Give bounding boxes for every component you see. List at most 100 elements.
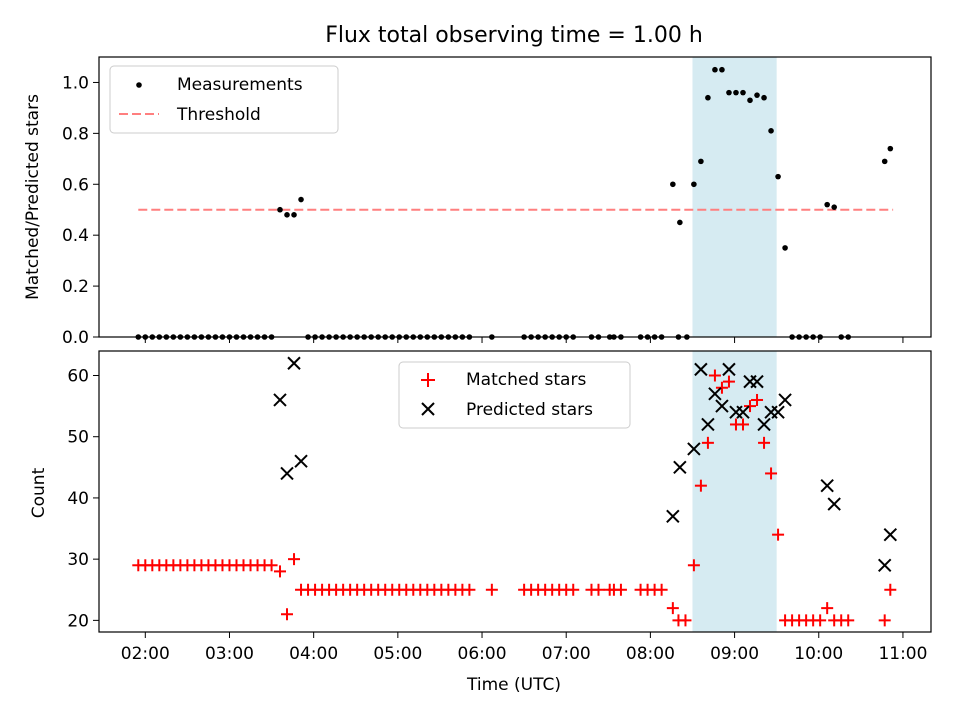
measurement-point: [768, 128, 774, 134]
predicted-point: [280, 466, 294, 481]
bottom-axes-frame: [98, 350, 932, 633]
matched-point: [694, 479, 707, 492]
bottom-ytick-label: 50: [67, 428, 89, 448]
predicted-point: [701, 417, 715, 432]
legend-matched-marker: [421, 373, 435, 387]
top-yticks: 0.0 0.2 0.4 0.6 0.8 1.0: [62, 73, 99, 348]
measurement-point: [677, 219, 683, 226]
measurement-point: [747, 97, 753, 104]
top-ytick-label: 0.0: [62, 328, 89, 348]
matched-point: [687, 559, 700, 572]
top-ylabel: Matched/Predicted stars: [23, 94, 43, 300]
matched-point: [758, 436, 771, 449]
matched-point: [655, 583, 668, 596]
xtick-label: 07:00: [542, 644, 591, 664]
matched-point: [567, 583, 580, 596]
predicted-point: [877, 558, 892, 572]
predicted-point: [673, 460, 687, 475]
measurement-point: [754, 92, 760, 98]
matched-point: [821, 602, 834, 615]
matched-point: [265, 559, 278, 572]
matched-point: [679, 614, 692, 627]
legend-threshold-label: Threshold: [176, 105, 261, 125]
xtick-label: 04:00: [289, 644, 338, 664]
legend-predicted-label: Predicted stars: [466, 400, 593, 420]
predicted-point: [694, 362, 708, 377]
xtick-label: 08:00: [626, 644, 675, 664]
measurement-point: [284, 212, 290, 218]
predicted-point: [771, 405, 785, 419]
measurement-point: [740, 89, 746, 96]
matched-point: [842, 614, 855, 627]
xtick-label: 05:00: [373, 644, 422, 664]
top-ytick-label: 0.4: [62, 226, 89, 246]
predicted-point: [883, 527, 898, 542]
top-highlight-layer: [692, 57, 777, 337]
measurement-point: [712, 66, 718, 73]
measurement-point: [719, 66, 725, 73]
matched-point: [592, 583, 605, 596]
measurement-point: [705, 94, 711, 101]
chart-title: Flux total observing time = 1.00 h: [325, 23, 703, 48]
predicted-point: [722, 362, 736, 377]
matched-point: [722, 375, 735, 388]
predicted-point: [687, 442, 701, 456]
matched-point: [814, 614, 827, 627]
measurement-point: [824, 201, 830, 208]
top-ytick-label: 0.8: [62, 124, 89, 144]
measurement-point: [698, 158, 704, 165]
top-ytick-label: 1.0: [62, 73, 89, 93]
measurement-point: [831, 204, 837, 210]
measurement-point: [277, 206, 283, 213]
bottom-xticks: 02:00 03:00 04:00 05:00 06:00 07:00 08:00 09:00…: [121, 632, 927, 664]
matched-point: [751, 393, 764, 406]
predicted-point: [715, 399, 729, 413]
predicted-point: [287, 356, 301, 370]
matched-point: [281, 608, 294, 621]
measurement-point: [691, 181, 697, 188]
predicted-point: [736, 405, 750, 419]
bottom-ytick-label: 20: [67, 611, 89, 631]
measurement-point: [298, 196, 304, 203]
xtick-label: 11:00: [878, 644, 927, 664]
highlight-span: [692, 57, 777, 337]
predicted-point: [273, 393, 287, 407]
measurement-point: [733, 89, 739, 96]
matched-point: [884, 583, 897, 596]
matched-point: [715, 381, 728, 394]
bottom-legend-box: [398, 361, 631, 429]
bottom-marker-layer: [132, 356, 898, 627]
bottom-ytick-label: 40: [67, 489, 89, 509]
measurement-point: [670, 181, 676, 188]
measurement-point: [775, 173, 781, 180]
measurement-point: [887, 145, 894, 152]
predicted-point: [827, 497, 841, 511]
measurement-point: [881, 158, 888, 165]
matched-point: [288, 553, 301, 566]
matched-point: [878, 614, 891, 627]
top-legend: Measurements Threshold: [109, 65, 339, 134]
predicted-point: [708, 387, 722, 401]
measurement-point: [782, 245, 788, 251]
predicted-point: [778, 393, 792, 407]
top-ytick-label: 0.2: [62, 277, 89, 297]
xtick-label: 09:00: [710, 644, 759, 664]
legend-measurements-label: Measurements: [177, 75, 303, 95]
bottom-ylabel: Count: [29, 467, 49, 518]
bottom-yticks: 20 30 40 50 60: [67, 366, 99, 631]
bottom-ytick-label: 30: [67, 550, 89, 570]
predicted-point: [820, 478, 834, 493]
predicted-point: [757, 417, 771, 432]
bottom-xlabel: Time (UTC): [466, 675, 561, 695]
measurement-point: [291, 212, 297, 218]
predicted-point: [666, 509, 680, 524]
matched-point: [736, 418, 749, 431]
highlight-span: [692, 351, 777, 632]
measurement-point: [726, 89, 732, 96]
matched-point: [273, 565, 286, 578]
matched-point: [666, 602, 679, 615]
matched-point: [614, 583, 627, 596]
matched-point: [463, 583, 476, 596]
measurement-point: [761, 94, 767, 101]
